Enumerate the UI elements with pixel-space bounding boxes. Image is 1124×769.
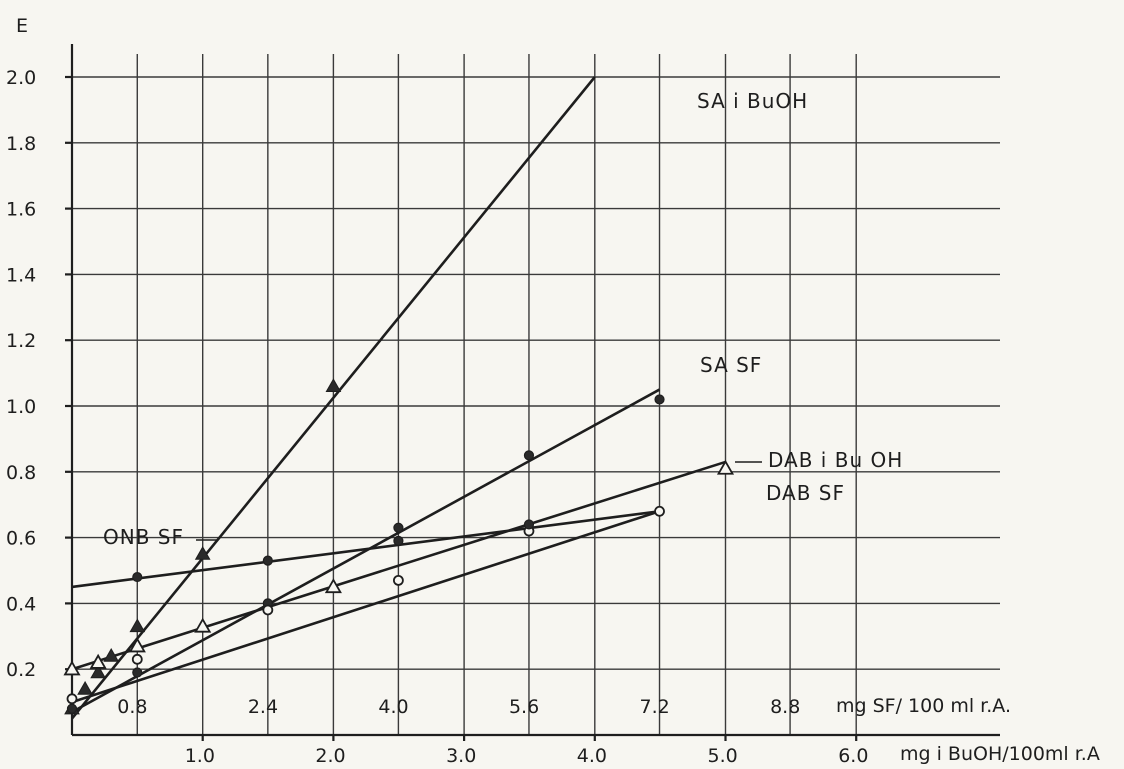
data-point-s1-p3 xyxy=(393,522,404,533)
x-axis-bottom-title: mg i BuOH/100ml r.A xyxy=(900,743,1100,765)
data-point-s0-p3 xyxy=(103,648,120,662)
series-label-sa-ibuoh: SA i BuOH xyxy=(697,89,808,113)
data-point-s1-p0 xyxy=(66,703,78,714)
data-point-s2-p3 xyxy=(194,617,212,633)
data-point-s0-p1 xyxy=(77,680,93,695)
series-line-2 xyxy=(71,460,726,671)
x-tick-label-bottom: 3.0 xyxy=(446,745,476,767)
x-tick-label-top: 5.6 xyxy=(509,696,539,718)
series-line-4 xyxy=(71,509,660,589)
series-lines xyxy=(70,76,726,720)
series-label-sa-sf: SA SF xyxy=(700,353,762,377)
data-point-s1-p4 xyxy=(523,450,535,461)
y-tick-label: 0.2 xyxy=(6,659,36,681)
x-tick-label-top: 8.8 xyxy=(770,696,800,718)
data-point-s1-p1 xyxy=(132,667,143,678)
data-point-s0-p4 xyxy=(129,618,146,633)
data-markers xyxy=(63,378,735,715)
y-tick-label: 1.4 xyxy=(6,264,36,286)
x-tick-label-top: 4.0 xyxy=(378,696,408,718)
data-point-s3-p0 xyxy=(66,693,78,705)
data-point-s2-p0 xyxy=(63,660,81,676)
data-point-s0-p5 xyxy=(194,546,211,560)
x-tick-label-top: 7.2 xyxy=(640,696,670,718)
grid xyxy=(65,54,1000,741)
data-point-s3-p3 xyxy=(392,574,404,586)
data-point-s2-p2 xyxy=(128,637,146,653)
x-tick-label-bottom: 5.0 xyxy=(708,745,738,767)
x-tick-label-bottom: 1.0 xyxy=(185,745,215,767)
data-point-s2-p1 xyxy=(89,653,107,669)
series-label-dab-sf: DAB SF xyxy=(766,481,845,505)
x-tick-label-bottom: 4.0 xyxy=(577,745,607,767)
data-point-s0-p6 xyxy=(325,378,342,393)
x-tick-label-top: 2.4 xyxy=(248,696,278,718)
y-tick-label: 1.0 xyxy=(6,396,36,418)
axes: E mg SF/ 100 ml r.A. mg i BuOH/100ml r.A xyxy=(16,15,1100,765)
data-point-s4-p1 xyxy=(262,555,273,566)
y-tick-label: 1.2 xyxy=(6,330,36,352)
tick-labels: 0.2 0.4 0.6 0.8 1.0 1.2 1.4 1.6 1.8 2.0 1.0 2.0 3.0 4… xyxy=(6,67,868,767)
y-tick-label: 0.8 xyxy=(6,462,36,484)
data-point-s0-p2 xyxy=(90,664,107,679)
series-line-1 xyxy=(71,388,661,714)
data-point-s2-p5 xyxy=(716,459,735,475)
data-point-s2-p4 xyxy=(324,578,342,594)
x-tick-label-bottom: 6.0 xyxy=(838,745,868,767)
series-label-onb-sf: ONB SF xyxy=(103,525,184,549)
y-axis-title: E xyxy=(16,15,28,37)
y-tick-label: 0.4 xyxy=(6,593,36,615)
data-point-s3-p1 xyxy=(131,653,143,665)
x-tick-label-bottom: 2.0 xyxy=(315,745,345,767)
series-line-3 xyxy=(71,510,660,704)
y-tick-label: 0.6 xyxy=(6,528,36,550)
data-point-s1-p5 xyxy=(654,394,665,405)
data-point-s3-p5 xyxy=(654,505,665,517)
x-tick-label-top: 0.8 xyxy=(117,696,147,718)
data-point-s4-p2 xyxy=(393,535,404,546)
y-tick-label: 1.8 xyxy=(6,133,36,155)
x-axis-top-title: mg SF/ 100 ml r.A. xyxy=(836,695,1011,717)
series-labels: SA i BuOH SA SF DAB i Bu OH DAB SF ONB S… xyxy=(103,89,903,549)
series-line-0 xyxy=(70,76,596,720)
data-point-s4-p3 xyxy=(523,519,535,530)
data-point-s3-p2 xyxy=(262,604,274,616)
y-tick-label: 1.6 xyxy=(6,199,36,221)
data-point-s4-p0 xyxy=(132,571,143,583)
y-tick-label: 2.0 xyxy=(6,67,36,89)
series-label-dab-ibuoh: DAB i Bu OH xyxy=(768,448,903,472)
